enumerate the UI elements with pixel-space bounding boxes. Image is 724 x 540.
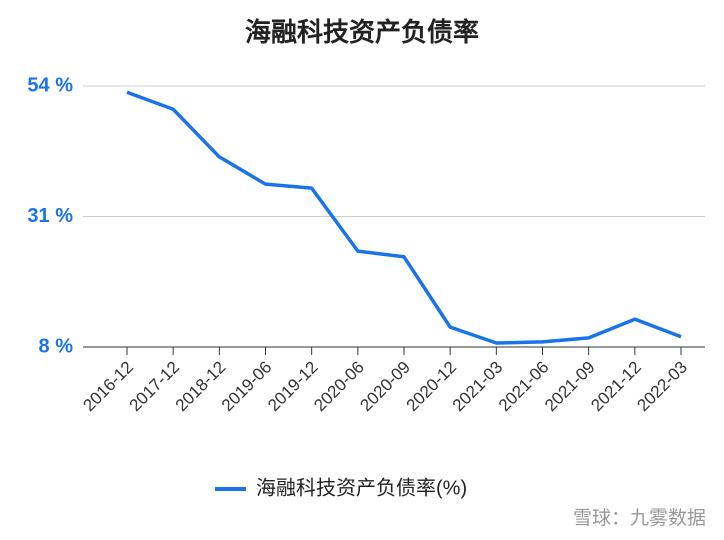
x-tick-label: 2018-12 xyxy=(172,358,230,416)
x-tick-label: 2019-06 xyxy=(218,358,276,416)
legend-label: 海融科技资产负债率(%) xyxy=(256,476,467,499)
x-tick-label: 2021-06 xyxy=(495,358,553,416)
x-tick-label: 2020-12 xyxy=(403,358,461,416)
x-tick-label: 2016-12 xyxy=(79,358,137,416)
x-tick-label: 2019-12 xyxy=(264,358,322,416)
x-tick-label: 2020-06 xyxy=(310,358,368,416)
y-tick-label: 31 % xyxy=(27,205,73,227)
x-tick-label: 2017-12 xyxy=(126,358,184,416)
line-series xyxy=(126,90,682,345)
y-tick-label: 8 % xyxy=(39,335,74,357)
x-tick-label: 2021-12 xyxy=(587,358,645,416)
y-tick-label: 54 % xyxy=(27,74,73,96)
x-tick-label: 2020-09 xyxy=(356,358,414,416)
watermark: 雪球：九雾数据 xyxy=(573,507,706,529)
x-tick-label: 2022-03 xyxy=(633,358,691,416)
x-tick-label: 2021-09 xyxy=(541,358,599,416)
chart-title: 海融科技资产负债率 xyxy=(245,17,479,47)
x-tick-label: 2021-03 xyxy=(449,358,507,416)
